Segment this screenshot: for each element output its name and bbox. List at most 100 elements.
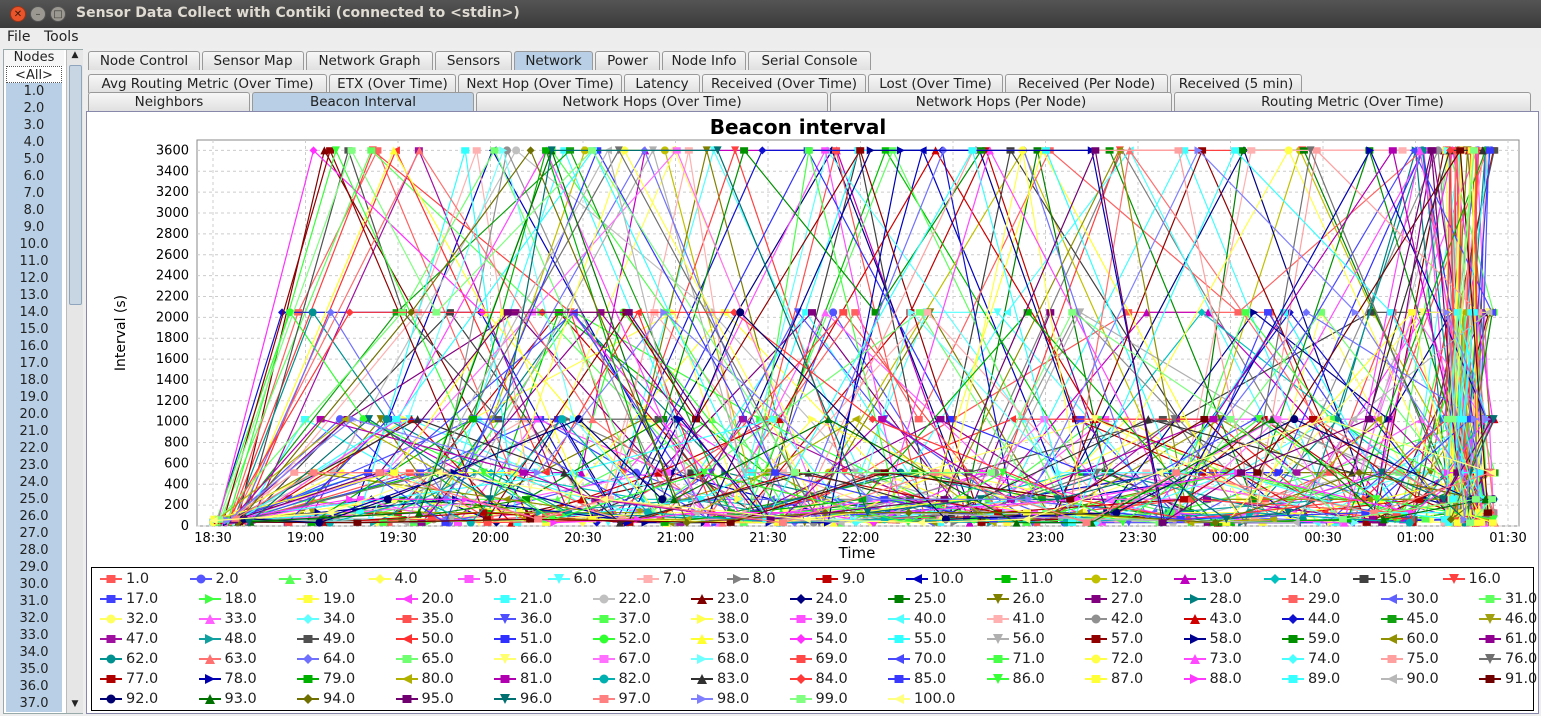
tab-network-sub2-0[interactable]: Neighbors (88, 92, 250, 111)
series-point (1415, 496, 1424, 503)
tab-network-sub2-1[interactable]: Beacon Interval (252, 92, 474, 111)
tab-main-1[interactable]: Sensor Map (202, 51, 304, 70)
node-list-item[interactable]: 10.0 (6, 236, 62, 253)
series-point (331, 146, 340, 155)
scroll-down-arrow-icon[interactable]: ▼ (71, 699, 79, 709)
menu-file[interactable]: File (7, 29, 30, 45)
node-list-item[interactable]: 13.0 (6, 287, 62, 304)
tab-main-2[interactable]: Network Graph (306, 51, 433, 70)
node-list-item[interactable]: 1.0 (6, 83, 62, 100)
node-list-item[interactable]: 33.0 (6, 627, 62, 644)
series-line (232, 149, 1483, 524)
node-list-item[interactable]: 28.0 (6, 542, 62, 559)
legend-label: 28.0 (1209, 591, 1242, 607)
node-list-item[interactable]: 8.0 (6, 202, 62, 219)
node-list-item[interactable]: 22.0 (6, 440, 62, 457)
series-point (1474, 309, 1483, 316)
tab-network-sub2-3[interactable]: Network Hops (Per Node) (830, 92, 1172, 111)
y-tick-label: 1400 (156, 373, 189, 388)
node-list-item[interactable]: 20.0 (6, 406, 62, 423)
tab-network-sub1-7[interactable]: Received (5 min) (1170, 74, 1302, 93)
series-point (588, 415, 597, 424)
node-list-item[interactable]: 14.0 (6, 304, 62, 321)
y-tick-label: 3400 (156, 164, 189, 179)
node-list-item[interactable]: 21.0 (6, 423, 62, 440)
legend-swatch-icon (1084, 574, 1107, 584)
series-point (574, 415, 583, 424)
series-point (542, 519, 551, 526)
series-point (1167, 509, 1176, 516)
node-list-item[interactable]: 12.0 (6, 270, 62, 287)
node-list-item[interactable]: 29.0 (6, 559, 62, 576)
legend-swatch-icon (1282, 675, 1304, 683)
tab-main-4[interactable]: Network (514, 51, 593, 70)
minimize-window-button[interactable]: – (30, 6, 46, 22)
node-list-item[interactable]: 37.0 (6, 695, 62, 712)
tab-main-7[interactable]: Serial Console (748, 51, 871, 70)
tab-network-sub1-1[interactable]: ETX (Over Time) (329, 74, 456, 93)
series-point (1388, 147, 1397, 154)
node-list-item[interactable]: 9.0 (6, 219, 62, 236)
node-list-item[interactable]: 26.0 (6, 508, 62, 525)
node-list-item[interactable]: 27.0 (6, 525, 62, 542)
scroll-up-arrow-icon[interactable]: ▲ (71, 50, 79, 60)
legend-label: 65.0 (421, 651, 454, 667)
legend-swatch-icon (691, 674, 713, 684)
node-list-item[interactable]: 24.0 (6, 474, 62, 491)
legend-swatch-icon (1183, 594, 1206, 604)
tab-network-sub1-0[interactable]: Avg Routing Metric (Over Time) (88, 74, 327, 93)
chart-legend: 1.0 2.0 3.0 4.0 5.0 6.0 7.0 8.0 9.0 10.0 11.0 12.0 1… (91, 567, 1537, 711)
tab-main-5[interactable]: Power (595, 51, 660, 70)
tab-main-3[interactable]: Sensors (435, 51, 512, 70)
legend-swatch-icon (100, 595, 122, 603)
node-list-item[interactable]: 36.0 (6, 678, 62, 695)
series-point (526, 146, 535, 155)
node-list-item[interactable]: 34.0 (6, 644, 62, 661)
legend-swatch-icon (1183, 634, 1206, 644)
tab-main-0[interactable]: Node Control (88, 51, 200, 70)
series-point (376, 415, 385, 424)
node-list-item[interactable]: 4.0 (6, 134, 62, 151)
legend-label: 26.0 (1012, 591, 1045, 607)
node-list-item[interactable]: 18.0 (6, 372, 62, 389)
tab-network-sub1-3[interactable]: Latency (624, 74, 700, 93)
tab-network-sub2-2[interactable]: Network Hops (Over Time) (476, 92, 828, 111)
node-list-item[interactable]: 32.0 (6, 610, 62, 627)
legend-label: 75.0 (1406, 651, 1439, 667)
node-list-item[interactable]: 7.0 (6, 185, 62, 202)
series-point (389, 146, 398, 155)
tab-network-sub2-4[interactable]: Routing Metric (Over Time) (1174, 92, 1531, 111)
node-list-item[interactable]: 19.0 (6, 389, 62, 406)
tab-network-sub1-5[interactable]: Lost (Over Time) (868, 74, 1003, 93)
node-list-item[interactable]: 2.0 (6, 100, 62, 117)
legend-label: 11.0 (1021, 571, 1054, 587)
node-list-item[interactable]: 5.0 (6, 151, 62, 168)
tab-network-sub1-2[interactable]: Next Hop (Over Time) (458, 74, 622, 93)
node-list-item[interactable]: <All> (6, 66, 62, 83)
menu-tools[interactable]: Tools (44, 29, 79, 45)
maximize-window-button[interactable]: □ (50, 6, 66, 22)
scroll-thumb[interactable] (69, 65, 82, 305)
node-list-item[interactable]: 6.0 (6, 168, 62, 185)
node-list-item[interactable]: 15.0 (6, 321, 62, 338)
series-point (1273, 415, 1282, 423)
node-list-item[interactable]: 16.0 (6, 338, 62, 355)
tab-main-6[interactable]: Node Info (662, 51, 746, 70)
series-point (560, 468, 569, 477)
legend-swatch-icon (986, 594, 1009, 604)
series-point (663, 469, 672, 476)
close-window-button[interactable]: ✕ (10, 6, 26, 22)
node-list-scrollbar[interactable]: ▲ ▼ (66, 50, 83, 713)
tab-network-sub1-4[interactable]: Received (Over Time) (702, 74, 866, 93)
legend-label: 64.0 (323, 651, 356, 667)
tab-network-sub1-6[interactable]: Received (Per Node) (1005, 74, 1168, 93)
node-list-item[interactable]: 31.0 (6, 593, 62, 610)
node-list-item[interactable]: 3.0 (6, 117, 62, 134)
node-list-item[interactable]: 11.0 (6, 253, 62, 270)
node-list-item[interactable]: 23.0 (6, 457, 62, 474)
node-list-item[interactable]: 25.0 (6, 491, 62, 508)
series-point (1066, 496, 1075, 503)
node-list-item[interactable]: 35.0 (6, 661, 62, 678)
node-list-item[interactable]: 30.0 (6, 576, 62, 593)
node-list-item[interactable]: 17.0 (6, 355, 62, 372)
